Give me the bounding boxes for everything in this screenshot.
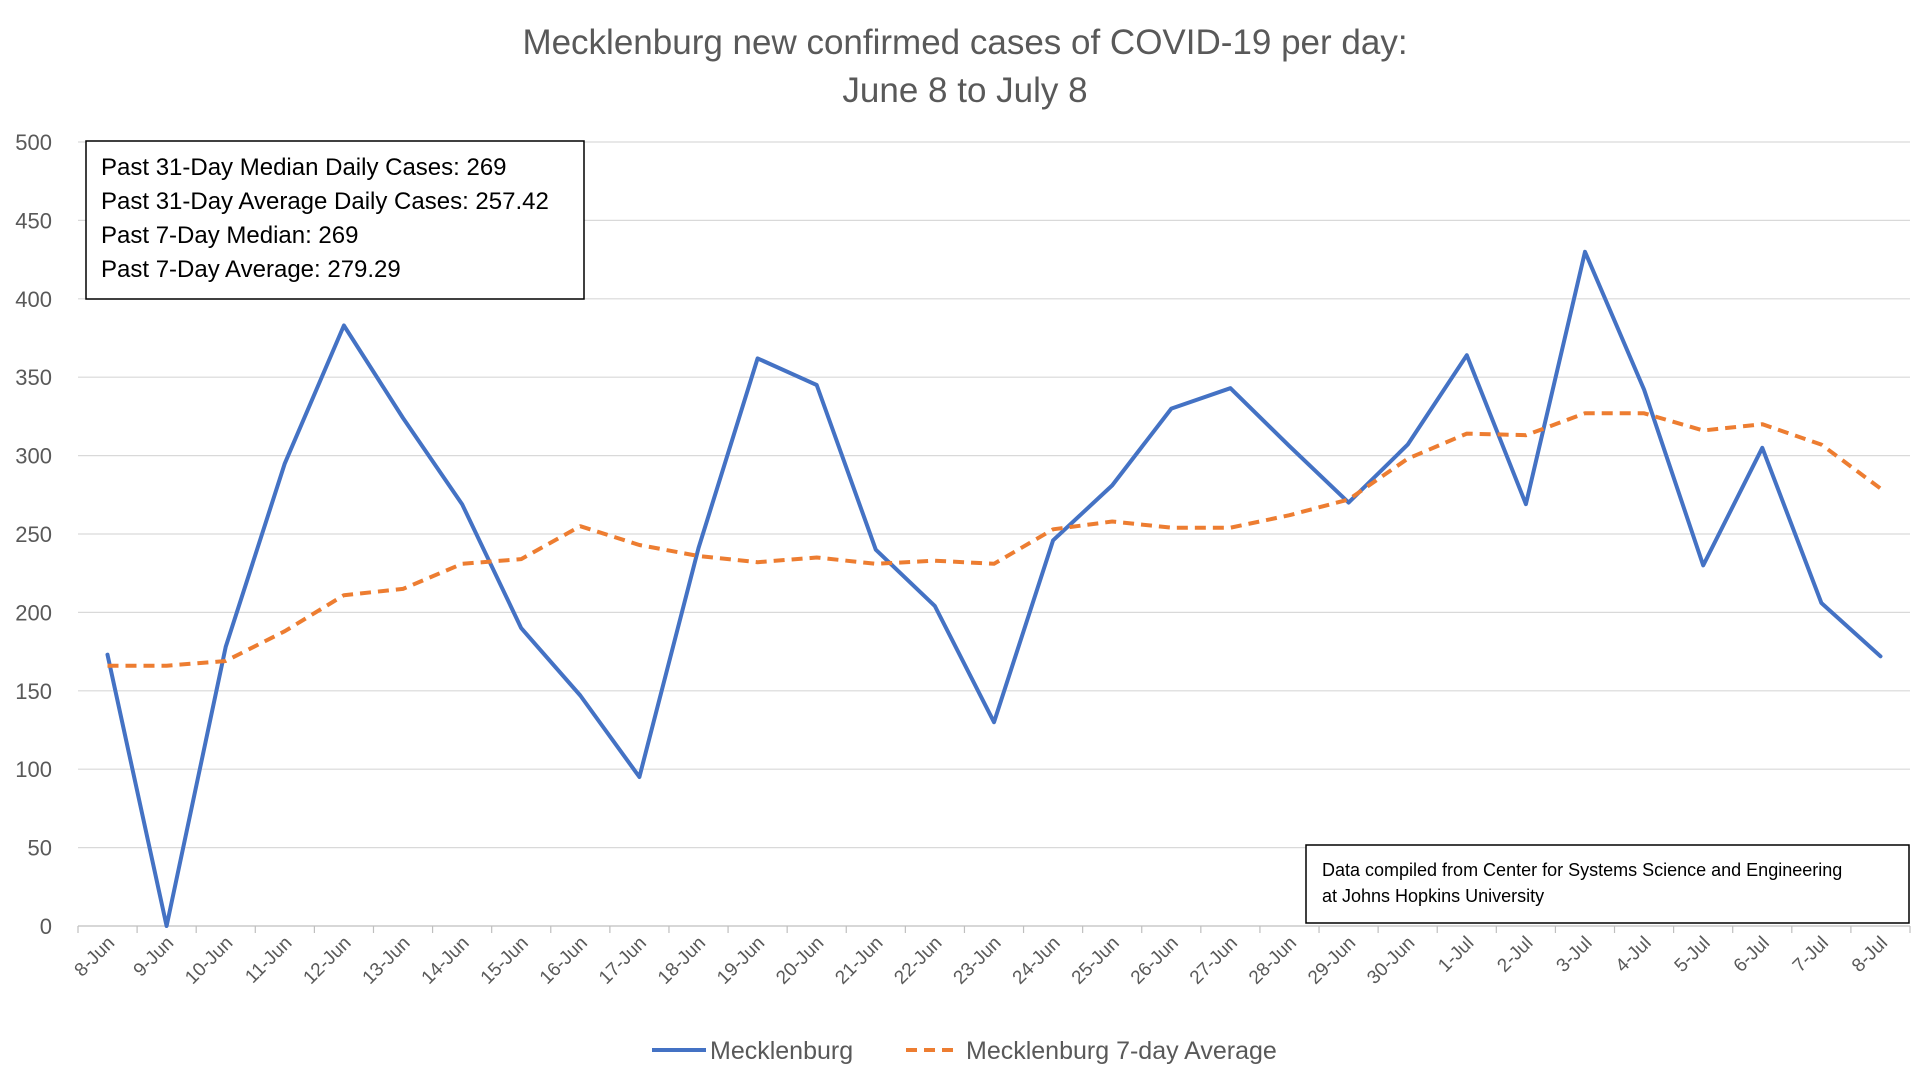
x-tick-label: 8-Jun bbox=[71, 933, 119, 981]
legend-label-mecklenburg: Mecklenburg bbox=[710, 1037, 853, 1065]
x-tick-label: 29-Jun bbox=[1304, 933, 1360, 989]
stats-box: Past 31-Day Median Daily Cases: 269 Past… bbox=[85, 140, 585, 300]
series-lines bbox=[105, 249, 1883, 928]
series-line-7day-average bbox=[107, 411, 1882, 668]
x-axis-ticks: 8-Jun 9-Jun 10-Jun 11-Jun 12-Jun 13-Jun 14-Jun… bbox=[71, 926, 1911, 989]
y-tick-label: 200 bbox=[15, 600, 52, 625]
source-line-1: Data compiled from Center for Systems Sc… bbox=[1322, 860, 1842, 880]
x-tick-label: 17-Jun bbox=[595, 933, 651, 989]
series-line-mecklenburg bbox=[105, 249, 1883, 928]
x-tick-label: 10-Jun bbox=[181, 933, 237, 989]
x-tick-label: 18-Jun bbox=[654, 933, 710, 989]
stats-line-4: Past 7-Day Average: 279.29 bbox=[101, 256, 401, 283]
x-tick-label: 2-Jul bbox=[1493, 933, 1537, 977]
x-tick-label: 21-Jun bbox=[831, 933, 887, 989]
x-tick-label: 13-Jun bbox=[359, 933, 415, 989]
y-tick-label: 50 bbox=[28, 836, 52, 861]
x-tick-label: 22-Jun bbox=[890, 933, 946, 989]
y-tick-label: 500 bbox=[15, 130, 52, 155]
x-tick-label: 23-Jun bbox=[950, 933, 1006, 989]
chart-subtitle: June 8 to July 8 bbox=[842, 71, 1087, 110]
x-tick-label: 6-Jul bbox=[1730, 933, 1774, 977]
y-tick-label: 100 bbox=[15, 757, 52, 782]
x-tick-label: 14-Jun bbox=[418, 933, 474, 989]
x-tick-label: 4-Jul bbox=[1612, 933, 1656, 977]
x-tick-label: 11-Jun bbox=[241, 933, 296, 988]
x-tick-label: 25-Jun bbox=[1068, 933, 1124, 989]
x-tick-label: 20-Jun bbox=[772, 933, 828, 989]
x-tick-label: 1-Jul bbox=[1434, 933, 1478, 977]
x-tick-label: 16-Jun bbox=[536, 933, 592, 989]
x-tick-label: 30-Jun bbox=[1363, 933, 1419, 989]
stats-line-2: Past 31-Day Average Daily Cases: 257.42 bbox=[101, 188, 549, 215]
legend-label-7day-average: Mecklenburg 7-day Average bbox=[966, 1037, 1277, 1065]
y-tick-label: 300 bbox=[15, 444, 52, 469]
x-tick-label: 24-Jun bbox=[1009, 933, 1065, 989]
y-tick-label: 400 bbox=[15, 287, 52, 312]
stats-box-border bbox=[85, 140, 585, 300]
x-tick-label: 8-Jul bbox=[1848, 933, 1892, 977]
y-tick-label: 350 bbox=[15, 365, 52, 390]
chart-title: Mecklenburg new confirmed cases of COVID… bbox=[522, 23, 1407, 62]
y-tick-label: 450 bbox=[15, 208, 52, 233]
source-box: Data compiled from Center for Systems Sc… bbox=[1305, 844, 1910, 924]
y-tick-label: 0 bbox=[40, 914, 52, 939]
x-tick-label: 9-Jun bbox=[130, 933, 178, 981]
legend: Mecklenburg Mecklenburg 7-day Average bbox=[652, 1037, 1277, 1065]
y-tick-label: 250 bbox=[15, 522, 52, 547]
x-tick-label: 7-Jul bbox=[1789, 933, 1833, 977]
x-tick-label: 15-Jun bbox=[477, 933, 533, 989]
stats-line-3: Past 7-Day Median: 269 bbox=[101, 222, 358, 249]
stats-line-1: Past 31-Day Median Daily Cases: 269 bbox=[101, 154, 507, 181]
x-tick-label: 3-Jul bbox=[1553, 933, 1597, 977]
y-tick-label: 150 bbox=[15, 679, 52, 704]
x-tick-label: 19-Jun bbox=[713, 933, 769, 989]
x-tick-label: 12-Jun bbox=[300, 933, 356, 989]
source-box-border bbox=[1305, 844, 1910, 924]
x-tick-label: 5-Jul bbox=[1671, 933, 1715, 977]
y-axis-ticks: 0 50 100 150 200 250 300 350 400 450 500 bbox=[15, 130, 52, 939]
x-tick-label: 26-Jun bbox=[1127, 933, 1183, 989]
x-tick-label: 28-Jun bbox=[1245, 933, 1301, 989]
x-tick-label: 27-Jun bbox=[1186, 933, 1242, 989]
source-line-2: at Johns Hopkins University bbox=[1322, 886, 1544, 906]
